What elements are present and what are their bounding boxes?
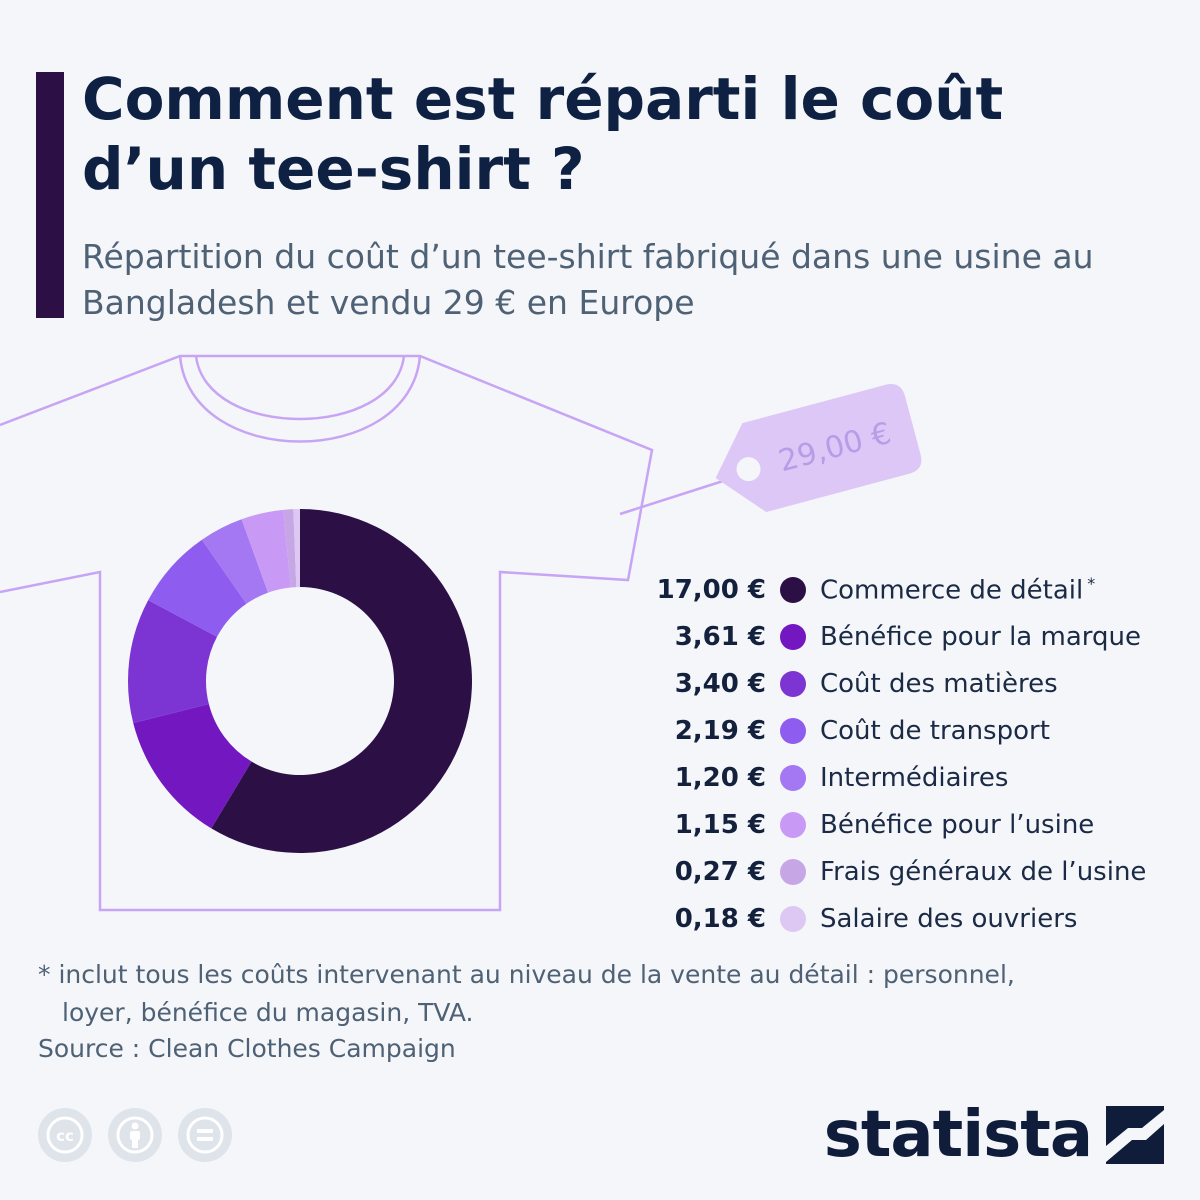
donut-slice bbox=[127, 600, 218, 724]
footnote: * inclut tous les coûts intervenant au n… bbox=[38, 956, 1158, 1032]
donut-chart bbox=[127, 509, 472, 853]
legend-label: Coût des matières bbox=[820, 669, 1058, 699]
statista-logo[interactable]: statista bbox=[824, 1098, 1164, 1172]
donut-slice bbox=[211, 509, 472, 853]
legend-item: 3,61 € Bénéfice pour la marque bbox=[650, 613, 1180, 660]
page-title: Comment est réparti le coût d’un tee-shi… bbox=[82, 65, 1004, 203]
legend-label-text: Bénéfice pour l’usine bbox=[820, 809, 1095, 840]
legend-label: Coût de transport bbox=[820, 716, 1050, 746]
price-tag: 29,00 € bbox=[715, 384, 922, 513]
footnote-marker: * bbox=[1087, 573, 1096, 593]
tshirt-chart-illustration: 29,00 € bbox=[0, 354, 922, 912]
legend-swatch bbox=[780, 764, 806, 791]
legend-value: 1,15 € bbox=[674, 809, 766, 840]
title-accent-bar bbox=[36, 72, 64, 318]
legend-label: Frais généraux de l’usine bbox=[820, 857, 1146, 887]
legend-swatch bbox=[780, 811, 806, 838]
legend-label: Bénéfice pour la marque bbox=[820, 622, 1141, 652]
tshirt-outline bbox=[0, 354, 654, 912]
legend-value: 0,18 € bbox=[674, 903, 766, 934]
legend-item: 1,20 € Intermédiaires bbox=[650, 754, 1180, 801]
legend-item: 0,18 € Salaire des ouvriers bbox=[650, 895, 1180, 942]
legend-label: Salaire des ouvriers bbox=[820, 904, 1077, 934]
page-subtitle: Répartition du coût d’un tee-shirt fabri… bbox=[82, 237, 1094, 322]
legend-value: 3,40 € bbox=[674, 668, 766, 699]
legend-swatch bbox=[780, 670, 806, 697]
attribution-icon[interactable] bbox=[108, 1108, 162, 1162]
footnote-line-1: * inclut tous les coûts intervenant au n… bbox=[38, 960, 1015, 989]
legend-label: Commerce de détail * bbox=[820, 574, 1095, 606]
footnote-line-2: loyer, bénéfice du magasin, TVA. bbox=[62, 998, 474, 1027]
donut-slice bbox=[148, 539, 247, 637]
legend-value: 17,00 € bbox=[656, 574, 766, 605]
donut-slice bbox=[241, 509, 291, 593]
legend-label-text: Bénéfice pour la marque bbox=[820, 621, 1141, 652]
legend-label-text: Commerce de détail bbox=[820, 575, 1084, 606]
donut-slice bbox=[283, 509, 297, 588]
no-derivatives-icon[interactable] bbox=[178, 1108, 232, 1162]
legend-value: 2,19 € bbox=[674, 715, 766, 746]
legend-label-text: Salaire des ouvriers bbox=[820, 903, 1078, 934]
svg-text:cc: cc bbox=[56, 1127, 74, 1145]
legend-item: 17,00 € Commerce de détail * bbox=[650, 566, 1180, 613]
legend-swatch bbox=[780, 576, 806, 603]
legend-item: 2,19 € Coût de transport bbox=[650, 707, 1180, 754]
legend-value: 0,27 € bbox=[674, 856, 766, 887]
tshirt-collar bbox=[178, 355, 422, 443]
brand-name: statista bbox=[823, 1098, 1093, 1172]
donut-slice bbox=[201, 519, 269, 604]
statista-mark-icon bbox=[1106, 1106, 1164, 1164]
legend-label: Bénéfice pour l’usine bbox=[820, 810, 1094, 840]
donut-slice bbox=[293, 509, 300, 588]
legend-label-text: Coût de transport bbox=[820, 715, 1050, 746]
legend-label-text: Intermédiaires bbox=[820, 762, 1009, 793]
legend-swatch bbox=[780, 858, 806, 885]
legend-label: Intermédiaires bbox=[820, 763, 1008, 793]
creative-commons-icon[interactable]: cc bbox=[38, 1108, 92, 1162]
chart-legend: 17,00 € Commerce de détail * 3,61 € Bénéfice… bbox=[650, 566, 1180, 942]
legend-label-text: Coût des matières bbox=[820, 668, 1058, 699]
legend-label-text: Frais généraux de l’usine bbox=[820, 856, 1147, 887]
donut-slice bbox=[133, 703, 252, 829]
legend-swatch bbox=[780, 905, 806, 932]
legend-value: 3,61 € bbox=[674, 621, 766, 652]
legend-item: 1,15 € Bénéfice pour l’usine bbox=[650, 801, 1180, 848]
legend-item: 3,40 € Coût des matières bbox=[650, 660, 1180, 707]
legend-value: 1,20 € bbox=[674, 762, 766, 793]
legend-swatch bbox=[780, 623, 806, 650]
legend-item: 0,27 € Frais généraux de l’usine bbox=[650, 848, 1180, 895]
source-text: Source : Clean Clothes Campaign bbox=[38, 1034, 456, 1063]
legend-swatch bbox=[780, 717, 806, 744]
license-icons: cc bbox=[38, 1108, 232, 1162]
